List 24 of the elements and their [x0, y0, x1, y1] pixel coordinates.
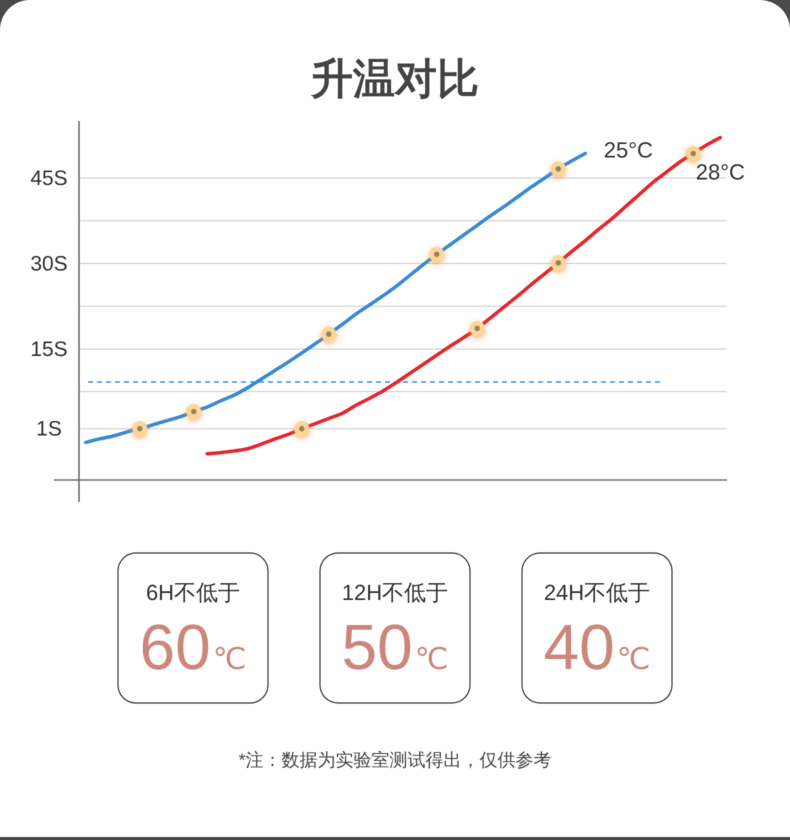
line-series	[84, 152, 587, 444]
point	[470, 320, 485, 336]
text: 50℃	[342, 611, 448, 683]
point	[186, 404, 202, 420]
text: 60℃	[140, 611, 246, 683]
y-tick-label: 30S	[30, 252, 68, 276]
chart-title: 升温对比	[310, 55, 479, 102]
text: 40℃	[544, 611, 650, 683]
point	[321, 326, 336, 342]
y-tick-label: 15S	[30, 338, 68, 361]
text: 12H不低于	[342, 580, 448, 605]
point	[686, 146, 701, 161]
point	[429, 246, 444, 262]
point	[550, 161, 566, 176]
point	[550, 255, 566, 270]
y-tick-label: 1S	[36, 418, 62, 441]
series-label: 25°C	[604, 137, 654, 162]
text: *注：数据为实验室测试得出，仅供参考	[238, 750, 552, 770]
point	[132, 421, 148, 436]
series-label: 28°C	[696, 160, 746, 185]
text: 24H不低于	[544, 580, 650, 605]
y-tick-label: 45S	[30, 166, 68, 190]
point	[294, 421, 310, 436]
text: 6H不低于	[146, 580, 240, 605]
